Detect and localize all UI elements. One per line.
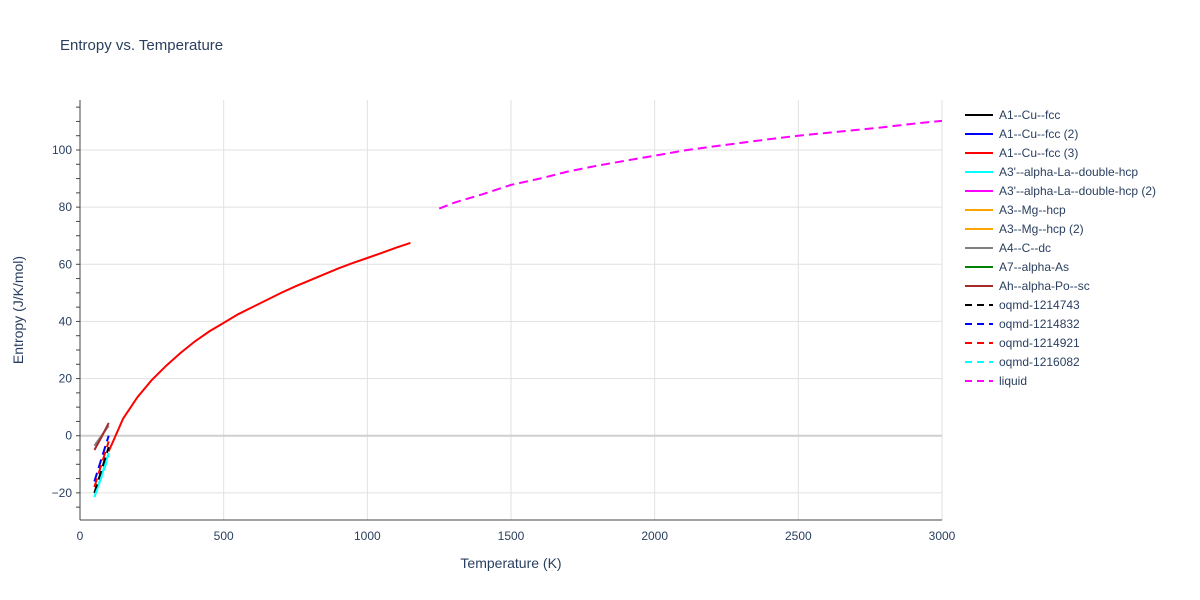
legend-item[interactable]: A3'--alpha-La--double-hcp (2) [965,184,1156,198]
series-line-11 [93,435,110,482]
x-tick-label: 1000 [354,529,381,543]
legend-label: A1--Cu--fcc (2) [999,127,1078,141]
legend-label: A7--alpha-As [999,260,1069,274]
y-tick-label: 20 [59,372,73,386]
legend-item[interactable]: A1--Cu--fcc [965,108,1060,122]
x-tick-label: 2000 [641,529,668,543]
legend-item[interactable]: oqmd-1214921 [965,336,1080,350]
axis-ticks: 0 500 1000 1500 2000 2500 3000 −20 0 20 40 60 80 100 [52,100,956,543]
legend-item[interactable]: A3--Mg--hcp [965,203,1066,217]
legend-item[interactable]: A1--Cu--fcc (3) [965,146,1078,160]
legend-label: A4--C--dc [999,241,1051,255]
legend-label: oqmd-1214832 [999,317,1080,331]
y-tick-label: −20 [52,486,73,500]
legend-label: oqmd-1216082 [999,355,1080,369]
legend-item[interactable]: liquid [965,374,1027,388]
plot-area [93,119,942,498]
legend-item[interactable]: oqmd-1214743 [965,298,1080,312]
legend-label: A3--Mg--hcp (2) [999,222,1084,236]
series-line-2 [107,241,411,452]
legend-label: A1--Cu--fcc (3) [999,146,1078,160]
y-tick-label: 40 [59,314,73,328]
x-tick-label: 1500 [498,529,525,543]
legend[interactable]: A1--Cu--fcc A1--Cu--fcc (2) A1--Cu--fcc (3… [965,108,1156,388]
legend-label: A3--Mg--hcp [999,203,1066,217]
x-axis-title: Temperature (K) [460,555,561,571]
legend-label: A3'--alpha-La--double-hcp [999,165,1138,179]
legend-item[interactable]: oqmd-1216082 [965,355,1080,369]
y-tick-label: 80 [59,200,73,214]
series-line-9 [93,422,110,451]
legend-item[interactable]: A7--alpha-As [965,260,1069,274]
legend-label: liquid [999,374,1027,388]
series-line-13 [93,455,110,498]
series-line-10 [93,446,110,494]
y-axis-title: Entropy (J/K/mol) [10,256,26,364]
chart-title: Entropy vs. Temperature [60,37,223,54]
x-tick-label: 500 [214,529,234,543]
legend-item[interactable]: A4--C--dc [965,241,1051,255]
legend-item[interactable]: A1--Cu--fcc (2) [965,127,1078,141]
y-tick-label: 60 [59,257,73,271]
legend-label: Ah--alpha-Po--sc [999,279,1090,293]
y-tick-label: 100 [52,143,72,157]
legend-label: oqmd-1214743 [999,298,1080,312]
series-line-12 [93,441,110,488]
grid-lines [80,100,943,520]
legend-label: A3'--alpha-La--double-hcp (2) [999,184,1156,198]
x-tick-label: 3000 [929,529,956,543]
series-line-14 [438,119,942,210]
legend-item[interactable]: A3--Mg--hcp (2) [965,222,1084,236]
legend-item[interactable]: Ah--alpha-Po--sc [965,279,1090,293]
x-tick-label: 2500 [785,529,812,543]
legend-item[interactable]: oqmd-1214832 [965,317,1080,331]
x-tick-label: 0 [77,529,84,543]
legend-label: A1--Cu--fcc [999,108,1060,122]
y-tick-label: 0 [65,429,72,443]
legend-item[interactable]: A3'--alpha-La--double-hcp [965,165,1138,179]
legend-label: oqmd-1214921 [999,336,1080,350]
